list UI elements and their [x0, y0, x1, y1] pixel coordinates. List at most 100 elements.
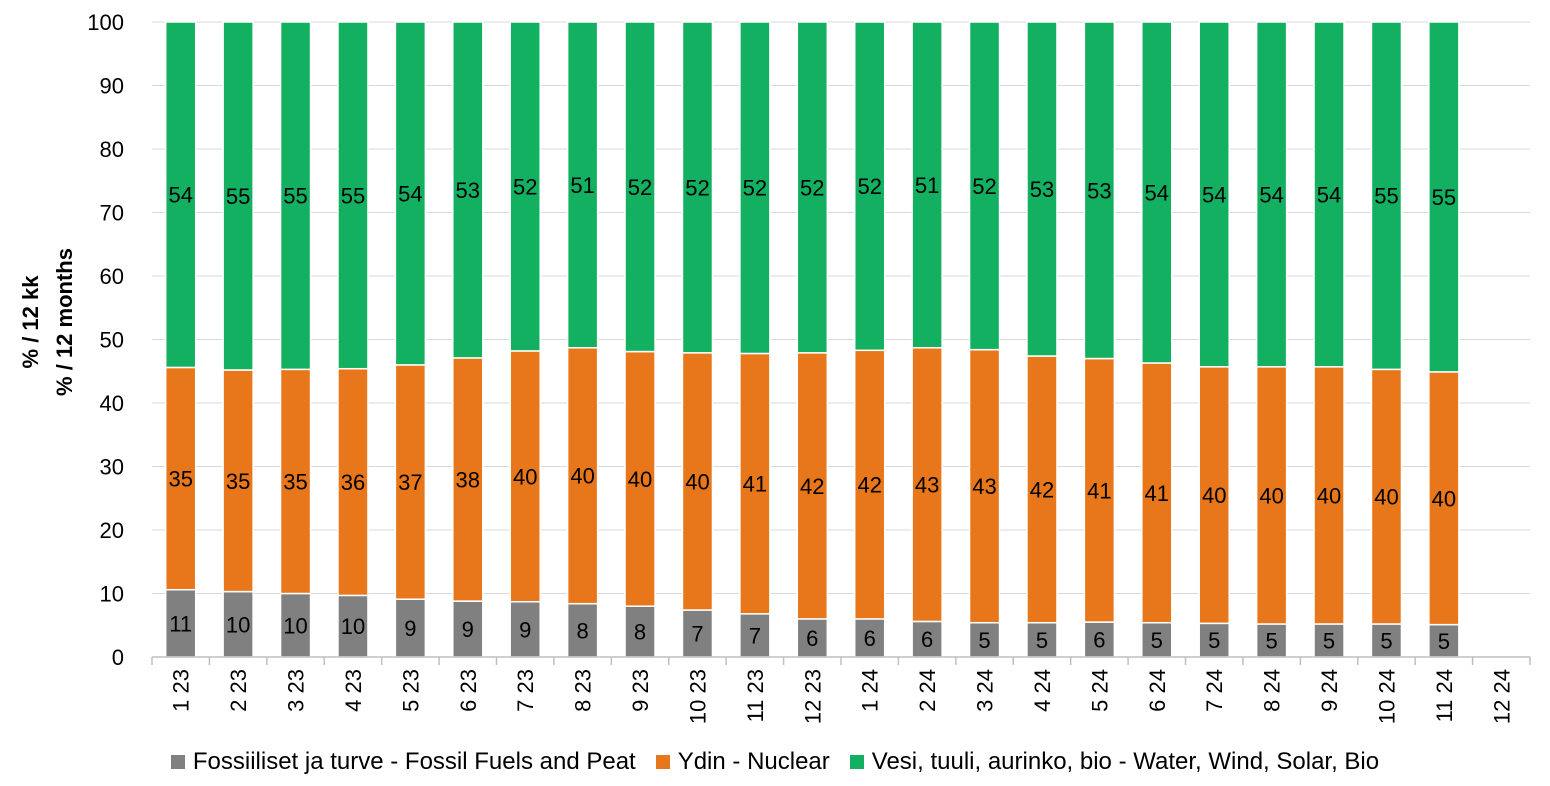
x-tick-label-12: 1 24	[858, 669, 883, 712]
data-label-s0-4: 9	[404, 616, 416, 641]
data-label-s1-14: 43	[972, 474, 996, 499]
data-label-s0-9: 7	[691, 622, 703, 647]
data-label-s2-8: 52	[628, 175, 652, 200]
bars: 1135541035551035551036559375493853940528…	[164, 21, 1460, 658]
bar-s2-3	[337, 21, 369, 370]
data-label-s2-20: 54	[1317, 182, 1341, 207]
data-label-s1-19: 40	[1259, 483, 1283, 508]
bar-s0-17	[1141, 621, 1173, 658]
bar-s1-2	[279, 368, 312, 595]
x-tick-label-17: 6 24	[1145, 669, 1170, 712]
legend-swatch-nuclear	[655, 755, 670, 769]
y-tick-label-60: 60	[100, 264, 124, 289]
bar-s0-8	[624, 605, 656, 658]
bar-s2-10	[739, 21, 771, 355]
x-tick-label-15: 4 24	[1030, 669, 1055, 712]
bar-s0-2	[279, 592, 312, 658]
data-label-s1-18: 40	[1202, 483, 1226, 508]
y-axis-label-2: % / 12 months	[52, 248, 77, 396]
bar-s0-4	[394, 598, 427, 658]
x-tick-label-9: 10 23	[685, 669, 710, 724]
data-label-s2-4: 54	[398, 181, 422, 206]
bar-s2-7	[566, 21, 599, 349]
bar-s2-19	[1255, 21, 1288, 368]
data-label-s0-19: 5	[1266, 628, 1278, 653]
bar-s2-21	[1370, 21, 1403, 371]
data-label-s0-12: 6	[864, 626, 876, 651]
bar-s2-18	[1198, 21, 1230, 368]
bar-s0-10	[739, 613, 771, 658]
data-label-s1-17: 41	[1145, 481, 1169, 506]
bar-s2-9	[681, 21, 714, 354]
bar-s1-5	[452, 357, 484, 602]
bar-s1-13	[911, 347, 943, 623]
bar-s1-7	[566, 347, 599, 605]
data-label-s1-8: 40	[628, 467, 652, 492]
x-tick-label-22: 11 24	[1432, 669, 1457, 722]
data-label-s0-2: 10	[283, 613, 307, 638]
legend-swatch-renewables	[849, 755, 864, 769]
data-label-s2-14: 52	[972, 174, 996, 199]
data-label-s2-12: 52	[857, 174, 881, 199]
data-label-s0-21: 5	[1380, 628, 1392, 653]
data-label-s0-5: 9	[462, 617, 474, 642]
data-label-s2-18: 54	[1202, 182, 1226, 207]
x-tick-label-19: 8 24	[1260, 669, 1285, 712]
data-label-s1-3: 36	[341, 470, 365, 495]
gridlines	[152, 21, 1530, 594]
data-label-s2-0: 54	[168, 183, 192, 208]
data-label-s2-19: 54	[1259, 182, 1283, 207]
x-tick-label-8: 9 23	[628, 669, 653, 712]
data-label-s2-11: 52	[800, 175, 824, 200]
data-label-s1-1: 35	[226, 469, 250, 494]
data-label-s1-21: 40	[1374, 485, 1398, 510]
bar-s2-6	[509, 21, 541, 352]
legend: Fossiiliset ja turve - Fossil Fuels and …	[0, 748, 1550, 776]
bar-s0-22	[1428, 623, 1460, 658]
legend-label-renewables: Vesi, tuuli, aurinko, bio - Water, Wind,…	[871, 748, 1380, 775]
bar-s1-9	[681, 352, 714, 611]
y-tick-label-40: 40	[100, 391, 124, 416]
y-tick-label-80: 80	[100, 137, 124, 162]
data-label-s0-15: 5	[1036, 628, 1048, 653]
bar-s2-16	[1083, 21, 1116, 360]
axes: 0 10 20 30 40 50 60 70 80 90 100 1 23 2 23 3 23 4 23 5 …	[87, 10, 1531, 724]
data-label-s0-22: 5	[1438, 629, 1450, 654]
stacked-bar-chart: 1135541035551035551036559375493853940528…	[18, 10, 1531, 724]
bar-s0-12	[853, 618, 886, 658]
x-tick-label-13: 2 24	[915, 669, 940, 712]
data-label-s1-11: 42	[800, 474, 824, 499]
bar-s0-16	[1083, 621, 1116, 658]
data-label-s1-9: 40	[685, 469, 709, 494]
data-label-s2-13: 51	[915, 173, 939, 198]
bar-s2-13	[911, 21, 943, 349]
bar-s2-12	[853, 21, 886, 352]
data-label-s0-1: 10	[226, 612, 250, 637]
data-label-s0-11: 6	[806, 626, 818, 651]
y-axis-label-1: % / 12 kk	[18, 275, 43, 369]
data-label-s2-15: 53	[1030, 177, 1054, 202]
x-tick-label-3: 4 23	[341, 669, 366, 712]
data-label-s1-7: 40	[570, 464, 594, 489]
data-label-s0-3: 10	[341, 614, 365, 639]
bar-s1-8	[624, 350, 656, 607]
bar-s1-20	[1313, 366, 1345, 625]
data-label-s1-0: 35	[168, 467, 192, 492]
bar-s1-10	[739, 352, 771, 615]
x-tick-label-2: 3 23	[284, 669, 309, 712]
data-label-s1-12: 42	[857, 473, 881, 498]
bar-s2-11	[796, 21, 829, 354]
y-tick-label-90: 90	[100, 74, 124, 99]
legend-swatch-fossil	[170, 755, 185, 769]
data-label-s0-7: 8	[577, 618, 589, 643]
bar-s0-21	[1370, 623, 1403, 658]
y-tick-label-0: 0	[112, 645, 124, 670]
data-label-s1-15: 42	[1030, 477, 1054, 502]
y-tick-label-20: 20	[100, 518, 124, 543]
data-label-s0-20: 5	[1323, 628, 1335, 653]
x-tick-label-1: 2 23	[226, 669, 251, 712]
x-tick-label-7: 8 23	[571, 669, 596, 712]
bar-s1-1	[222, 369, 254, 593]
bar-s2-8	[624, 21, 656, 353]
